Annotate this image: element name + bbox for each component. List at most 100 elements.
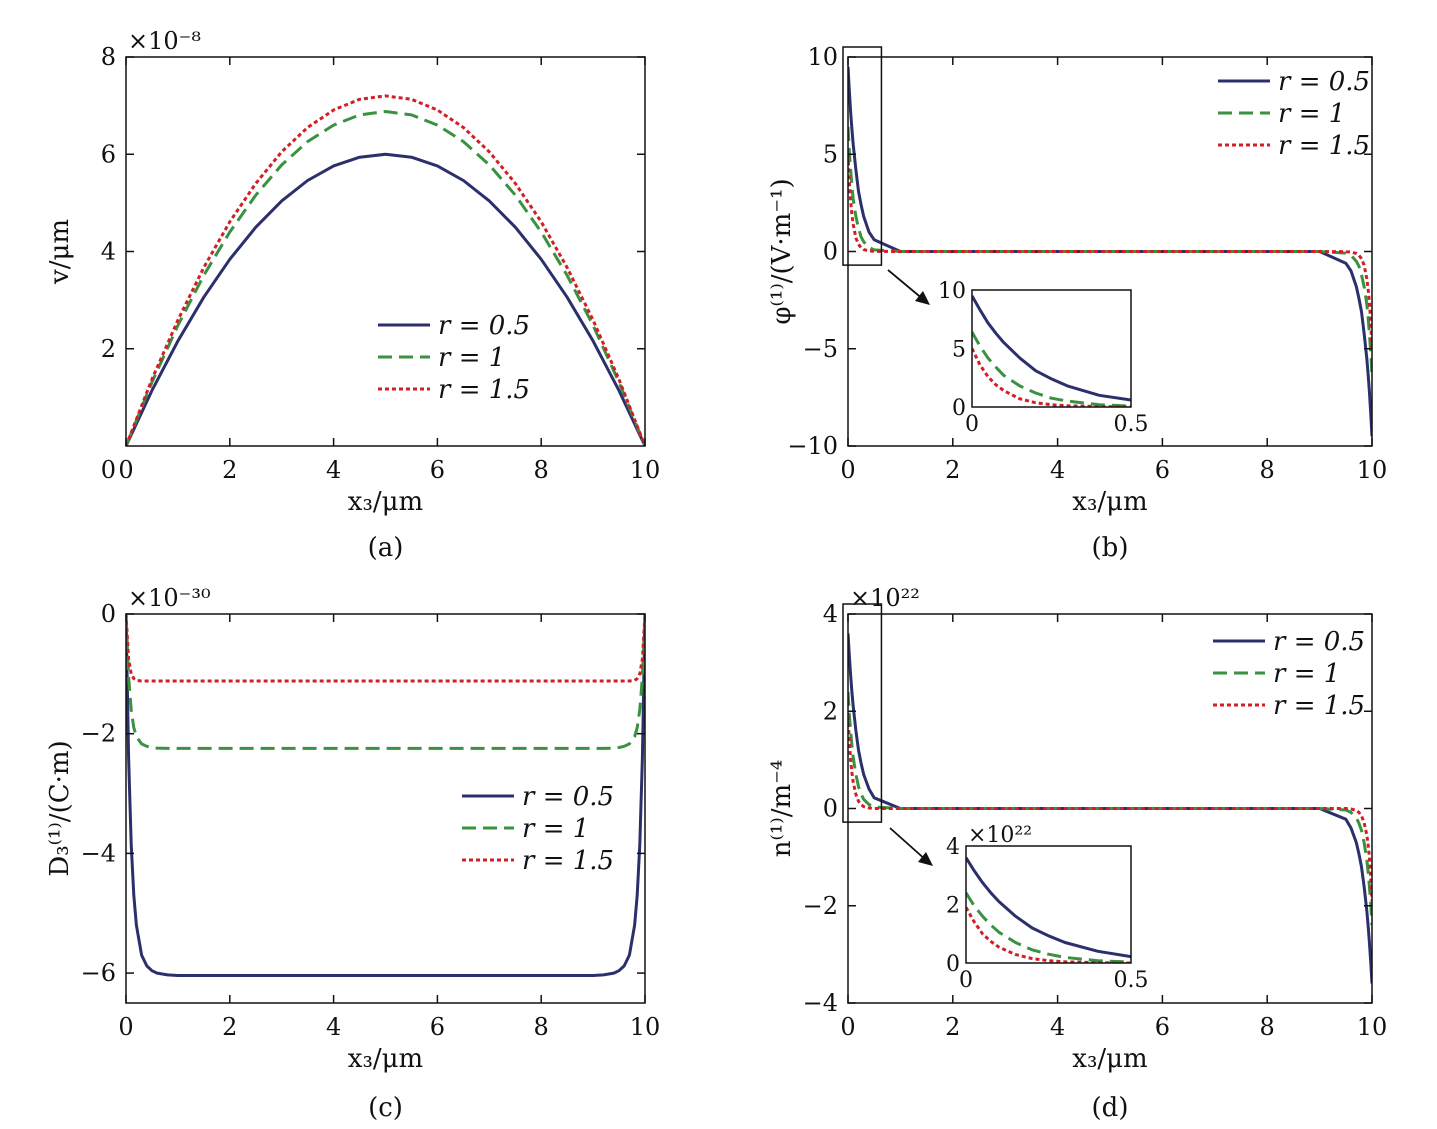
x-tick-label: 6 xyxy=(430,456,445,484)
y-tick-label: −6 xyxy=(81,959,116,987)
inset-background xyxy=(966,846,1131,963)
inset-y-tick-label: 5 xyxy=(952,338,966,363)
inset-frame xyxy=(971,289,1132,408)
y-tick-label: −2 xyxy=(81,720,116,748)
inset-d: 0 0.5 0 2 4 ×10²² xyxy=(946,823,1149,993)
legend-label-1: r = 0.5 xyxy=(522,782,614,812)
inset-multiplier: ×10²² xyxy=(968,823,1032,848)
y-tick-label: 6 xyxy=(101,140,116,168)
panel-c-series-1 xyxy=(126,614,645,977)
x-tick-label: 4 xyxy=(1050,456,1065,484)
y-tick-label: 2 xyxy=(823,697,838,725)
panel-c: 0 2 4 6 8 10 −6 −4 −2 0 ×10⁻³⁰ x₃/μm D₃⁽¹⁾/(C·m) (c) r… xyxy=(45,584,660,1123)
x-tick-label: 0 xyxy=(101,456,116,484)
x-tick-label: 2 xyxy=(945,456,960,484)
x-tick-label: 4 xyxy=(1050,1013,1065,1041)
panel-c-frame xyxy=(125,613,646,1004)
x-tick-label: 6 xyxy=(430,1013,445,1041)
inset-d-series-3 xyxy=(966,906,1131,963)
panel-d-series-3 xyxy=(848,716,1372,901)
x-tick-label: 0 xyxy=(118,1013,133,1041)
y-tick-label: 2 xyxy=(101,335,116,363)
panel-c-series-2 xyxy=(126,614,645,750)
panel-caption: (a) xyxy=(368,533,404,563)
panel-caption: (b) xyxy=(1092,533,1129,563)
legend-label-1: r = 0.5 xyxy=(438,311,530,341)
panel-b-series-3 xyxy=(848,154,1372,349)
x-tick-label: 8 xyxy=(1260,456,1275,484)
panel-c-series-3 xyxy=(126,614,645,683)
inset-y-tick-label: 4 xyxy=(946,835,960,860)
x-axis-label: x₃/μm xyxy=(348,487,423,517)
inset-x-tick-label: 0.5 xyxy=(1114,968,1149,993)
inset-x-tick-label: 0 xyxy=(965,412,979,437)
x-tick-label: 10 xyxy=(1357,456,1388,484)
zoom-arrow xyxy=(887,269,925,301)
panel-a-series-3 xyxy=(126,94,645,446)
y-axis-label: φ⁽¹⁾/(V·m⁻¹) xyxy=(767,178,797,324)
legend-label-2: r = 1 xyxy=(1278,99,1345,129)
x-axis-label: x₃/μm xyxy=(348,1044,423,1074)
inset-d-series-1 xyxy=(966,856,1131,959)
inset-x-tick-label: 0.5 xyxy=(1114,412,1149,437)
inset-b-series-2 xyxy=(972,331,1131,407)
x-tick-label: 10 xyxy=(1357,1013,1388,1041)
legend-label-1: r = 0.5 xyxy=(1273,627,1365,657)
y-tick-label: 10 xyxy=(807,43,838,71)
inset-b-series-3 xyxy=(972,347,1131,407)
legend-label-2: r = 1 xyxy=(1273,659,1340,689)
x-tick-label: 6 xyxy=(1155,456,1170,484)
axis-multiplier: ×10⁻⁸ xyxy=(128,27,201,55)
inset-y-tick-label: 0 xyxy=(946,952,960,977)
inset-y-tick-label: 10 xyxy=(938,279,966,304)
x-tick-label: 2 xyxy=(222,456,237,484)
x-tick-label: 2 xyxy=(945,1013,960,1041)
legend-label-2: r = 1 xyxy=(522,814,589,844)
x-tick-label: 0 xyxy=(118,456,133,484)
y-tick-label: 5 xyxy=(823,140,838,168)
legend-label-1: r = 0.5 xyxy=(1278,67,1370,97)
y-tick-label: −10 xyxy=(787,432,838,460)
axis-multiplier: ×10²² xyxy=(850,584,920,612)
y-axis-label: D₃⁽¹⁾/(C·m) xyxy=(45,740,75,876)
legend-label-3: r = 1.5 xyxy=(1273,691,1365,721)
zoom-arrow-head xyxy=(918,852,933,866)
inset-b: 0 0.5 0 5 10 xyxy=(938,279,1149,437)
panel-caption: (c) xyxy=(368,1093,403,1123)
x-tick-label: 4 xyxy=(326,456,341,484)
x-axis-label: x₃/μm xyxy=(1072,487,1147,517)
x-axis-label: x₃/μm xyxy=(1072,1044,1147,1074)
zoom-region-box xyxy=(842,603,883,823)
panel-caption: (d) xyxy=(1092,1093,1129,1123)
y-tick-label: 4 xyxy=(823,600,838,628)
x-tick-label: 10 xyxy=(630,456,661,484)
inset-frame xyxy=(965,845,1132,964)
legend-label-3: r = 1.5 xyxy=(438,375,530,405)
y-tick-label: 0 xyxy=(101,600,116,628)
axis-multiplier: ×10⁻³⁰ xyxy=(128,584,211,612)
legend-label-3: r = 1.5 xyxy=(1278,131,1370,161)
legend-label-2: r = 1 xyxy=(438,343,505,373)
y-tick-label: −5 xyxy=(803,335,838,363)
x-tick-label: 8 xyxy=(534,456,549,484)
inset-y-tick-label: 0 xyxy=(952,396,966,421)
x-tick-label: 2 xyxy=(222,1013,237,1041)
inset-b-series-1 xyxy=(972,295,1131,402)
x-tick-label: 6 xyxy=(1155,1013,1170,1041)
x-tick-label: 8 xyxy=(1260,1013,1275,1041)
panel-d-series-2 xyxy=(848,691,1372,926)
inset-x-tick-label: 0 xyxy=(959,968,973,993)
inset-y-tick-label: 2 xyxy=(946,894,960,919)
inset-d-series-2 xyxy=(966,892,1131,963)
panel-a-series-2 xyxy=(126,110,645,446)
x-tick-label: 8 xyxy=(534,1013,549,1041)
y-tick-label: −2 xyxy=(803,892,838,920)
y-axis-label: v/μm xyxy=(45,219,75,285)
x-tick-label: 0 xyxy=(840,1013,855,1041)
x-tick-label: 10 xyxy=(630,1013,661,1041)
zoom-arrow-head xyxy=(915,291,930,305)
x-tick-label: 0 xyxy=(840,456,855,484)
